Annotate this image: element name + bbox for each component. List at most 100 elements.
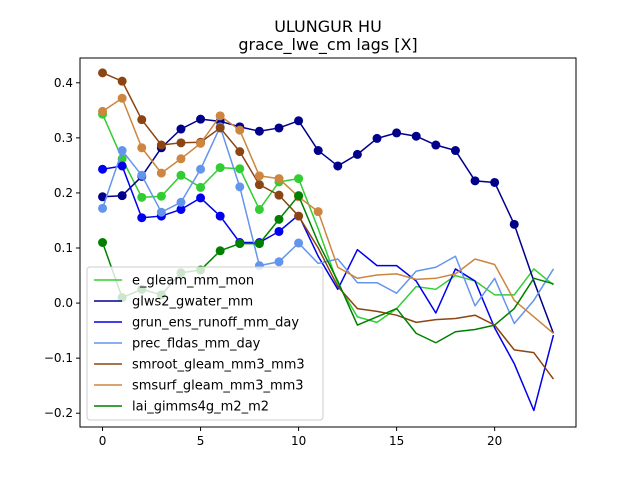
- data-point: [235, 239, 245, 249]
- data-point: [176, 124, 186, 134]
- data-point: [313, 146, 323, 156]
- data-point: [352, 149, 362, 159]
- data-point: [235, 182, 245, 192]
- data-point: [274, 257, 284, 267]
- legend-item: lai_gimms4g_m2_m2: [94, 400, 269, 415]
- data-point: [411, 131, 421, 141]
- data-point: [470, 176, 480, 186]
- data-point: [215, 211, 225, 221]
- y-tick-label: 0.4: [54, 76, 73, 90]
- data-point: [98, 68, 108, 78]
- data-point: [156, 168, 166, 178]
- y-axis: −0.2 −0.1 0.0 0.1 0.2 0.3 0.4: [44, 76, 80, 420]
- data-point: [156, 207, 166, 217]
- series-smroot_gleam_mm3_mm3: [98, 68, 555, 380]
- data-point: [254, 126, 264, 136]
- data-point: [254, 239, 264, 249]
- data-point: [431, 140, 441, 150]
- data-point: [137, 170, 147, 180]
- data-point: [294, 116, 304, 126]
- legend-item: prec_fldas_mm_day: [94, 337, 261, 352]
- x-tick-label: 15: [389, 434, 404, 448]
- data-point: [274, 226, 284, 236]
- data-point: [254, 171, 264, 181]
- data-point: [274, 214, 284, 224]
- legend-item: grun_ens_runoff_mm_day: [94, 316, 299, 331]
- data-point: [294, 211, 304, 221]
- data-point: [274, 174, 284, 184]
- data-point: [392, 128, 402, 138]
- y-tick-label: 0.2: [54, 186, 73, 200]
- legend-label: smroot_gleam_mm3_mm3: [132, 358, 305, 373]
- data-point: [117, 161, 127, 171]
- chart-subtitle: grace_lwe_cm lags [X]: [238, 35, 417, 55]
- data-point: [176, 170, 186, 180]
- data-point: [176, 154, 186, 164]
- data-point: [490, 177, 500, 187]
- data-point: [294, 174, 304, 184]
- data-point: [235, 164, 245, 174]
- data-point: [137, 115, 147, 125]
- data-point: [117, 146, 127, 156]
- data-point: [196, 182, 206, 192]
- data-point: [98, 192, 108, 202]
- legend: e_gleam_mm_mon glws2_gwater_mm grun_ens_ru…: [86, 266, 324, 421]
- x-axis: 0 5 10 15 20: [99, 427, 502, 448]
- data-point: [98, 238, 108, 247]
- x-tick-label: 20: [487, 434, 502, 448]
- data-point: [176, 197, 186, 207]
- data-point: [313, 207, 323, 217]
- data-point: [372, 133, 382, 143]
- data-point: [156, 191, 166, 201]
- data-point: [98, 164, 108, 174]
- data-point: [274, 123, 284, 133]
- series-smsurf_gleam_mm3_mm3: [98, 93, 554, 334]
- legend-label: smsurf_gleam_mm3_mm3: [132, 379, 304, 394]
- data-point: [254, 180, 264, 190]
- data-point: [98, 106, 108, 116]
- data-point: [450, 146, 460, 156]
- data-point: [509, 219, 519, 229]
- data-point: [137, 213, 147, 223]
- data-point: [117, 93, 127, 103]
- series-e_gleam_mm_mon: [98, 109, 554, 324]
- legend-box: [86, 266, 324, 421]
- y-tick-label: 0.3: [54, 131, 73, 145]
- data-point: [196, 164, 206, 174]
- data-point: [294, 191, 304, 201]
- legend-label: prec_fldas_mm_day: [132, 337, 261, 352]
- data-point: [294, 238, 304, 248]
- data-point: [196, 193, 206, 203]
- legend-label: glws2_gwater_mm: [132, 295, 253, 310]
- legend-label: grun_ens_runoff_mm_day: [132, 316, 299, 331]
- legend-label: lai_gimms4g_m2_m2: [132, 400, 269, 415]
- y-tick-label: −0.1: [44, 351, 73, 365]
- y-tick-label: 0.0: [54, 296, 73, 310]
- data-point: [196, 114, 206, 124]
- data-point: [333, 161, 343, 171]
- data-point: [235, 147, 245, 157]
- data-point: [156, 140, 166, 150]
- data-point: [137, 192, 147, 202]
- series-layer: [98, 68, 555, 412]
- data-point: [215, 246, 225, 256]
- data-point: [176, 204, 186, 214]
- chart-title: ULUNGUR HU: [274, 17, 382, 36]
- legend-item: glws2_gwater_mm: [94, 295, 253, 310]
- data-point: [215, 111, 225, 121]
- x-tick-label: 0: [99, 434, 107, 448]
- data-point: [117, 191, 127, 201]
- y-tick-label: 0.1: [54, 241, 73, 255]
- x-tick-label: 5: [197, 434, 205, 448]
- data-point: [98, 203, 108, 213]
- data-point: [274, 190, 284, 200]
- data-point: [117, 76, 127, 86]
- y-tick-label: −0.2: [44, 406, 73, 420]
- data-point: [215, 123, 225, 133]
- x-tick-label: 10: [291, 434, 306, 448]
- data-point: [196, 138, 206, 148]
- legend-item: smroot_gleam_mm3_mm3: [94, 358, 305, 373]
- data-point: [176, 138, 186, 148]
- data-point: [254, 204, 264, 214]
